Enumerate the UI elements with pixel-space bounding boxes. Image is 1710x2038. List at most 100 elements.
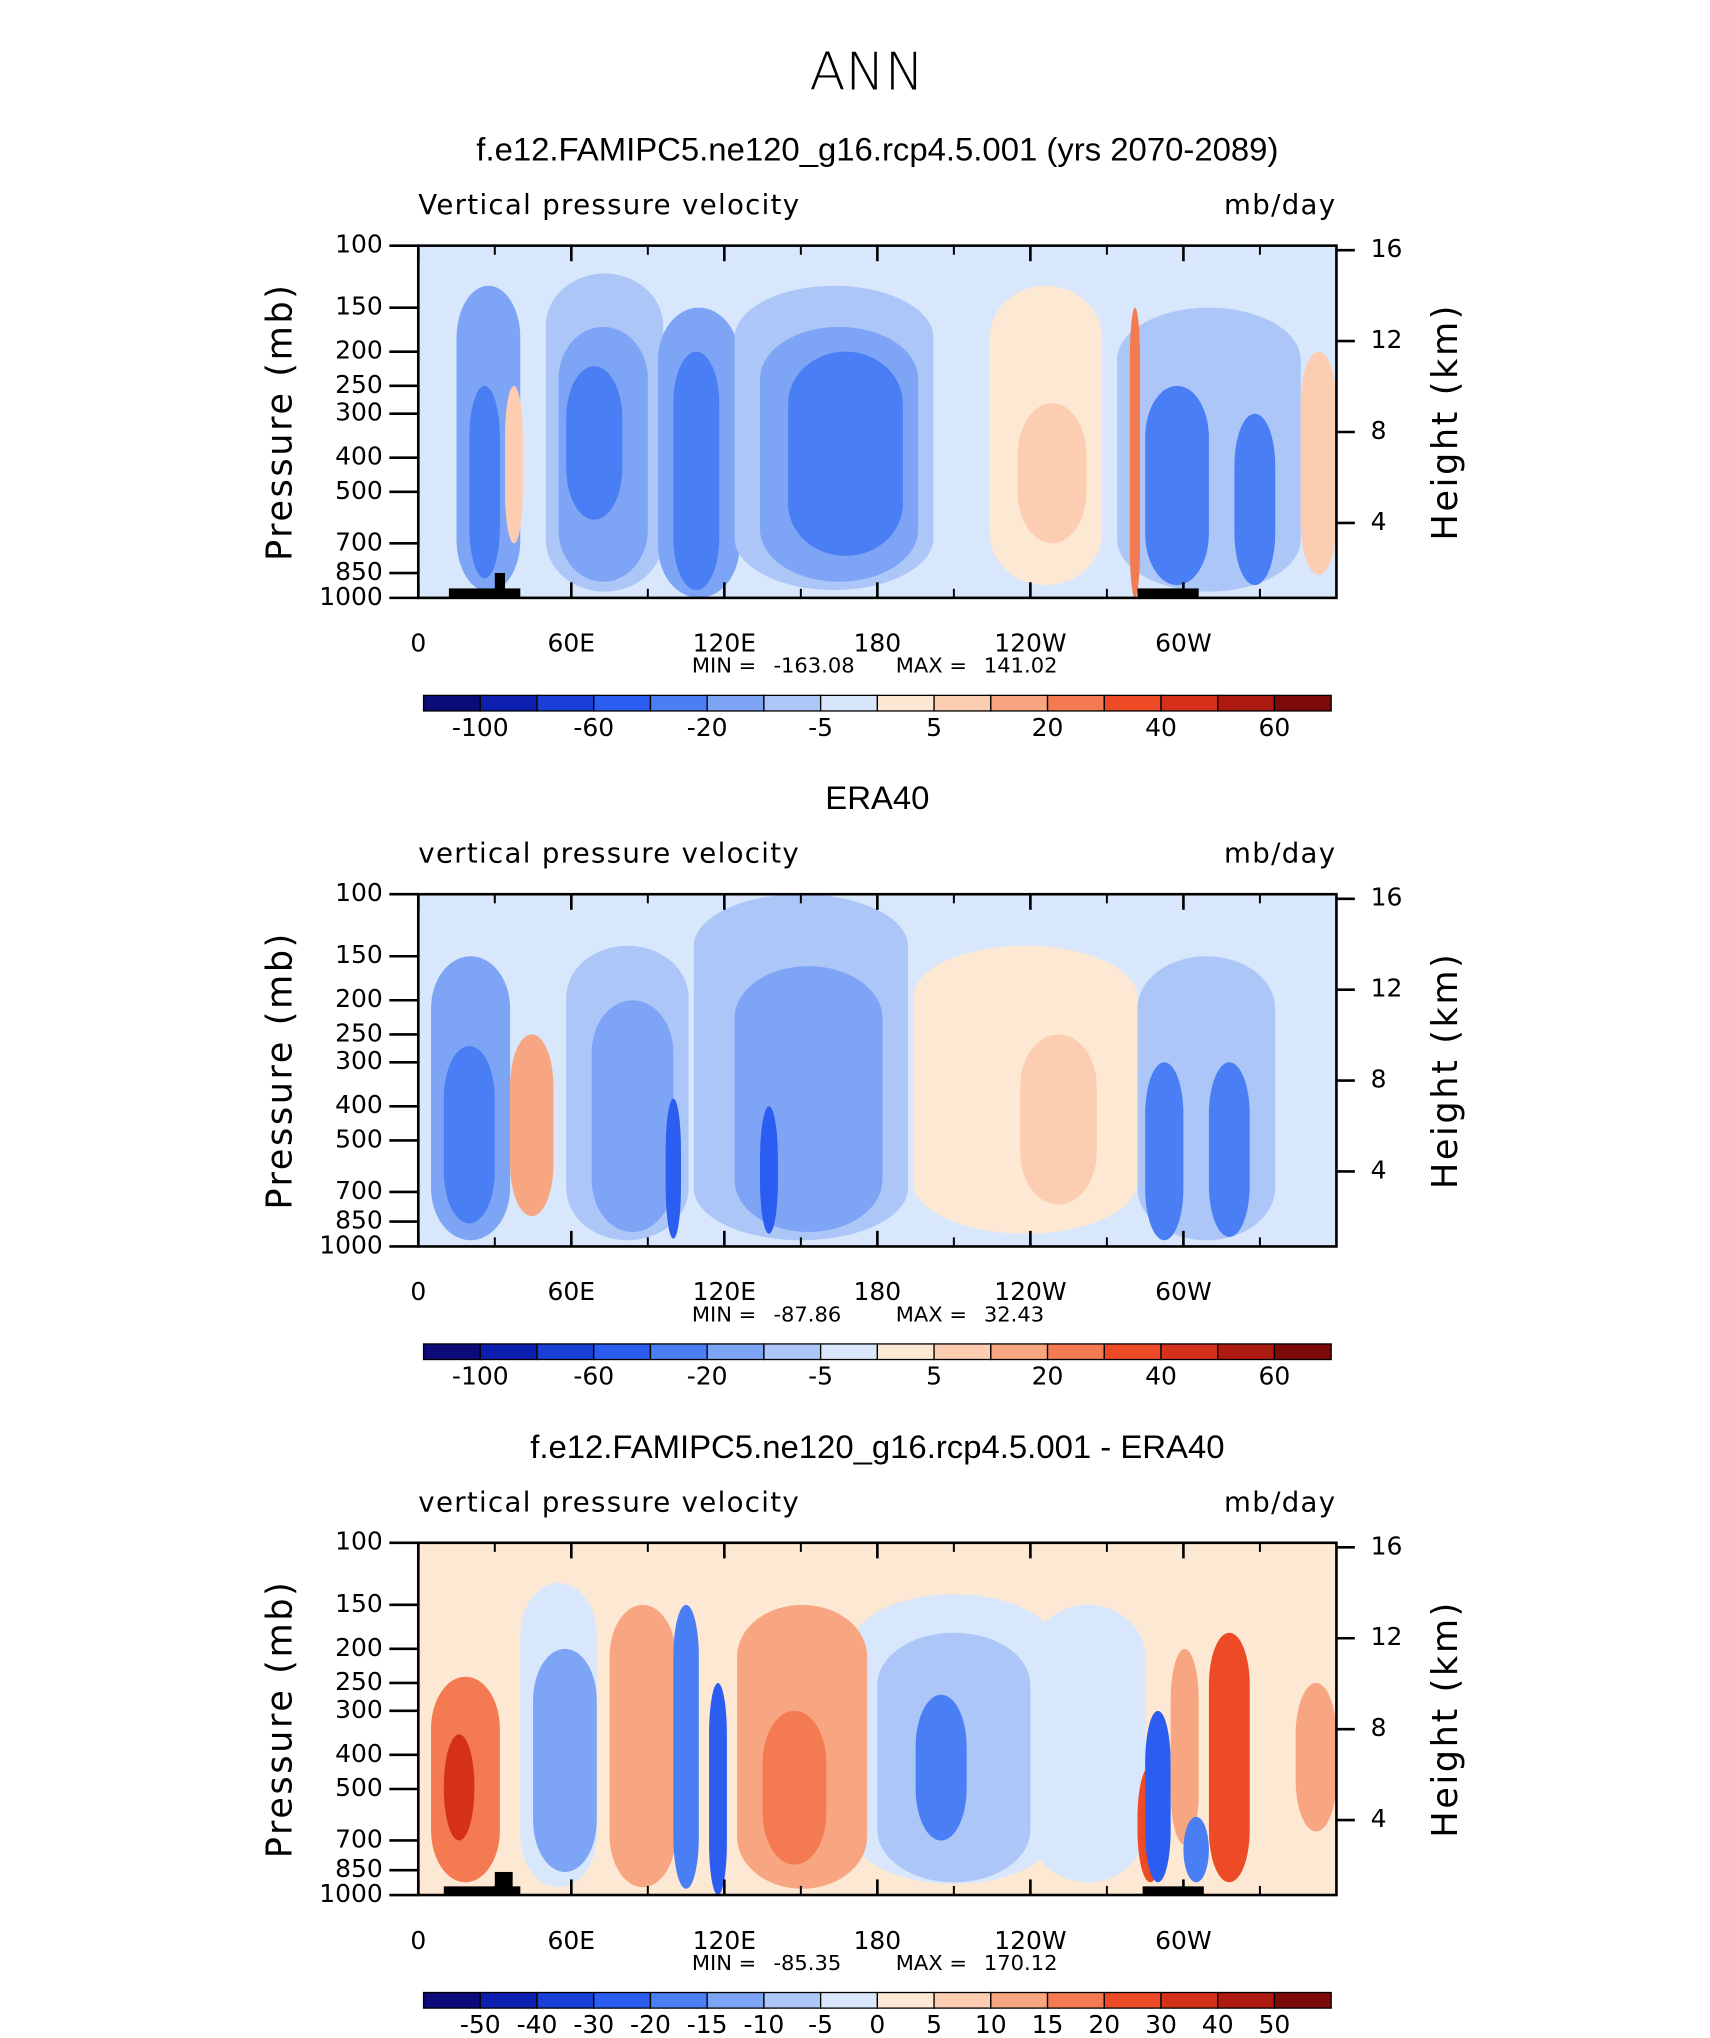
colorbar-box [649,694,708,712]
y-tick-label: 100 [335,230,383,259]
y2-tick-label: 8 [1371,416,1387,445]
colorbar-label: 5 [926,2010,942,2038]
colorbar-box [536,1991,595,2009]
suptitle: ANN [809,42,924,103]
x-tick-label: 120W [994,629,1066,658]
colorbar-box [706,694,765,712]
colorbar-box [479,694,538,712]
contour-region [609,1604,676,1888]
panel-title: ERA40 [825,779,929,816]
colorbar-box [422,1991,481,2009]
colorbar-label: -15 [687,2010,728,2038]
y2-tick-label: 4 [1371,507,1387,536]
y-tick-label: 250 [335,1667,383,1696]
right-string: mb/day [1224,190,1336,221]
colorbar-box [1103,694,1162,712]
colorbar-box [479,1991,538,2009]
contour-region [469,385,500,579]
y-tick-label: 200 [335,336,383,365]
colorbar-label: -5 [808,1362,833,1391]
max-value: 32.43 [984,1302,1044,1326]
contour-region [665,1098,681,1239]
x-tick-label: 120E [693,629,756,658]
colorbar-label: -5 [808,713,833,742]
y2-axis-label: Height (km) [1425,952,1466,1190]
y-tick-label: 500 [335,1773,383,1802]
contour-region [1030,1604,1146,1883]
colorbar-label: -100 [452,1362,509,1391]
topography [494,1871,513,1896]
colorbar-label: -10 [744,2010,785,2038]
right-string: mb/day [1224,1487,1336,1518]
y-tick-label: 850 [335,1206,383,1235]
colorbar-label: 0 [869,2010,885,2038]
colorbar-box [1103,1343,1162,1361]
x-tick-label: 60E [548,1277,596,1306]
x-tick-label: 0 [410,629,426,658]
y2-tick-label: 8 [1371,1713,1387,1742]
y-tick-label: 400 [335,1090,383,1119]
colorbar-label: 20 [1088,2010,1120,2038]
colorbar-box [933,1991,992,2009]
contour-region [760,1106,778,1234]
colorbar-label: -100 [452,713,509,742]
y-tick-label: 300 [335,1695,383,1724]
colorbar-label: 5 [926,713,942,742]
panel: f.e12.FAMIPC5.ne120_g16.rcp4.5.001 (yrs … [259,131,1466,742]
colorbar-box [819,1991,879,2009]
y-tick-label: 400 [335,442,383,471]
contour-region [1145,1062,1184,1241]
max-value: 141.02 [984,654,1058,678]
y-tick-label: 250 [335,370,383,399]
panel-title: f.e12.FAMIPC5.ne120_g16.rcp4.5.001 - ERA… [530,1428,1224,1465]
colorbar-label: 20 [1032,1362,1064,1391]
min-label: MIN = [692,1302,756,1326]
colorbar-box [990,1991,1049,2009]
contour-region [1183,1816,1209,1883]
x-tick-label: 0 [410,1926,426,1955]
colorbar-box [876,1991,935,2009]
colorbar-box [1046,694,1105,712]
contour-region [1145,385,1209,586]
y-tick-label: 300 [335,398,383,427]
colorbar-label: 40 [1145,713,1177,742]
colorbar-box [1217,694,1276,712]
colorbar-box [593,694,652,712]
colorbar-box [593,1343,652,1361]
topography [1142,1886,1204,1896]
colorbar-label: 60 [1259,1362,1291,1391]
contour-region [673,1604,699,1889]
colorbar-box [536,1343,595,1361]
contour-region [1234,413,1276,586]
contour-region [510,1034,554,1217]
y2-tick-label: 16 [1371,1531,1403,1560]
x-tick-label: 120E [693,1926,756,1955]
min-value: -87.86 [773,1302,841,1326]
min-label: MIN = [692,654,756,678]
y-axis-label: Pressure (mb) [259,282,300,561]
y-tick-label: 1000 [319,1231,383,1260]
topography [1137,588,1199,598]
colorbar-box [763,694,822,712]
colorbar-box [819,694,879,712]
contour-region [1170,1648,1199,1845]
colorbar-label: -60 [573,1362,614,1391]
y-tick-label: 500 [335,1125,383,1154]
colorbar-label: -50 [460,2010,501,2038]
colorbar-box [1217,1343,1276,1361]
colorbar-box [990,694,1049,712]
y-tick-label: 1000 [319,1879,383,1908]
colorbar-box [706,1991,765,2009]
colorbar-label: 15 [1032,2010,1064,2038]
topography [494,573,506,598]
y-tick-label: 700 [335,527,383,556]
colorbar-box [990,1343,1049,1361]
min-value: -85.35 [773,1951,841,1975]
x-tick-label: 180 [854,1277,902,1306]
y2-tick-label: 12 [1371,1622,1403,1651]
y-tick-label: 1000 [319,582,383,611]
y2-tick-label: 12 [1371,974,1403,1003]
contour-region [762,1710,827,1865]
contour-region [1295,1682,1337,1832]
contour-region [1287,956,1337,1241]
